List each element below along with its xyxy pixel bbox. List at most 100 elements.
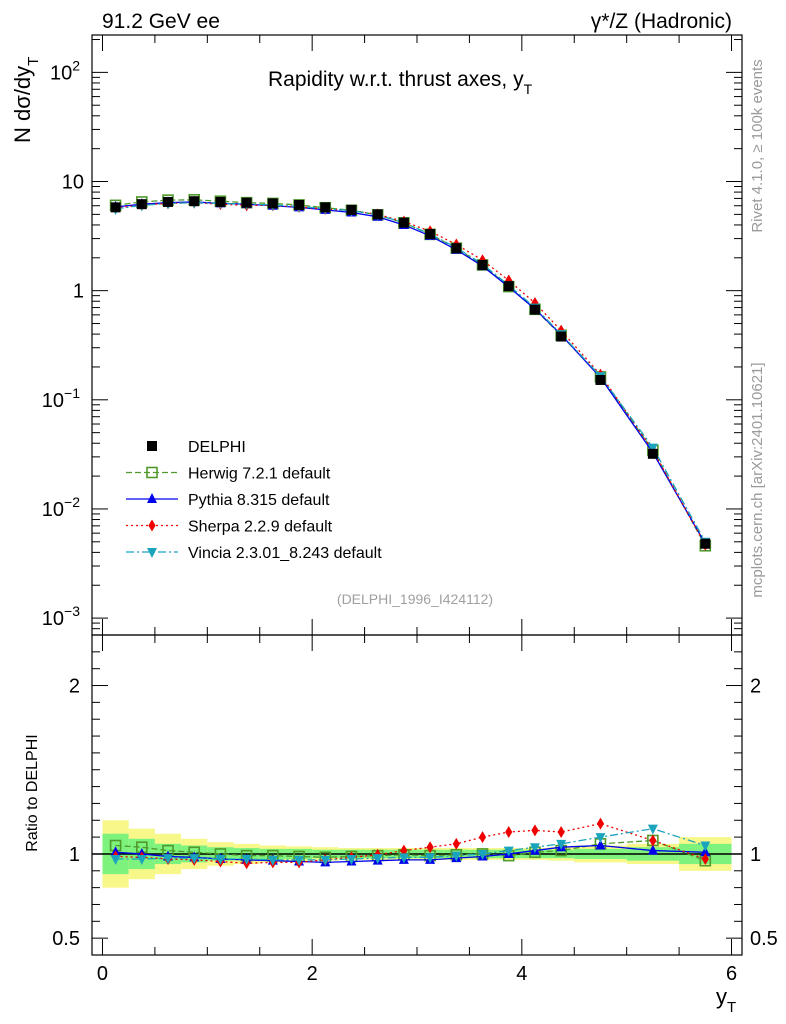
analysis-id-label: (DELPHI_1996_I424112) — [337, 591, 493, 607]
point-data — [215, 196, 226, 207]
x-tick-label: 6 — [726, 963, 737, 985]
y-axis-label-main-text: N dσ/dy — [10, 66, 35, 143]
ratio-point-vincia — [267, 855, 278, 866]
ratio-point-vincia — [529, 843, 540, 854]
y-tick-label-ratio-left: 0.5 — [52, 928, 80, 950]
point-data — [425, 229, 436, 240]
y-tick-label-base: 10 — [50, 62, 72, 84]
x-tick-label: 0 — [97, 963, 108, 985]
ratio-point-vincia — [556, 839, 567, 850]
ratio-point-vincia — [700, 841, 711, 852]
point-vincia — [647, 443, 658, 454]
ratio-point-vincia — [163, 854, 174, 865]
x-axis-label-text: y — [716, 984, 727, 1009]
ratio-point-vincia — [595, 833, 606, 844]
ratio-point-vincia — [503, 846, 514, 857]
y-tick-label-main: 10−1 — [42, 385, 80, 412]
y-tick-label-main: 10−2 — [42, 494, 80, 521]
y-tick-label-main: 102 — [50, 57, 80, 84]
ratio-point-sherpa — [649, 834, 657, 847]
y-tick-label-main: 10 — [62, 172, 84, 194]
point-data — [294, 199, 305, 210]
plot-title-main: Rapidity w.r.t. thrust axes, y — [268, 68, 524, 91]
mcplots-label: mcplots.cern.ch [arXiv:2401.10621] — [749, 362, 766, 597]
y-axis-label-main-sub: T — [25, 57, 42, 66]
legend-label-vincia: Vincia 2.3.01_8.243 default — [188, 545, 382, 562]
point-data — [189, 196, 200, 207]
ratio-point-vincia — [136, 855, 147, 865]
ratio-point-sherpa — [531, 824, 539, 837]
ratio-point-pythia — [647, 844, 658, 855]
legend-marker-sherpa — [148, 519, 156, 532]
point-data — [556, 331, 567, 342]
x-tick-label: 4 — [516, 963, 527, 985]
ratio-point-vincia — [346, 855, 357, 865]
ratio-point-pythia — [595, 839, 606, 850]
ratio-plot-series — [109, 817, 712, 870]
y-tick-label-main: 10−3 — [42, 603, 80, 630]
main-plot-series — [109, 193, 712, 552]
ratio-point-vincia — [320, 855, 331, 866]
ratio-point-vincia — [110, 855, 121, 865]
x-tick-label: 2 — [307, 963, 318, 985]
y-tick-label-base: 10 — [42, 608, 64, 630]
ratio-point-sherpa — [596, 817, 605, 830]
x-axis-label-sub: T — [727, 999, 736, 1016]
ratio-point-vincia — [451, 851, 462, 862]
y-tick-label-ratio-right: 0.5 — [750, 928, 778, 950]
legend-label-sherpa: Sherpa 2.2.9 default — [188, 519, 333, 536]
point-data — [477, 259, 488, 270]
ratio-point-vincia — [647, 824, 658, 835]
legend: DELPHI Herwig 7.2.1 default Pythia 8.315 d… — [126, 439, 382, 562]
ratio-plot-frame — [91, 634, 743, 956]
y-tick-label-ratio-left: 2 — [69, 676, 80, 698]
point-data — [372, 209, 383, 220]
rivet-version-label: Rivet 4.1.0, ≥ 100k events — [749, 59, 766, 232]
ratio-point-vincia — [477, 849, 488, 860]
point-data — [647, 448, 658, 459]
header-process-label: γ*/Z (Hadronic) — [591, 10, 732, 33]
point-data — [136, 199, 147, 210]
ratio-point-sherpa — [452, 837, 460, 850]
axis-ticks — [92, 35, 742, 955]
legend-label-pythia: Pythia 8.315 default — [188, 492, 330, 509]
y-tick-label-ratio-right: 2 — [750, 676, 761, 698]
ratio-point-sherpa — [426, 841, 434, 854]
point-data — [595, 374, 606, 385]
y-axis-label-main: N dσ/dyT — [10, 57, 42, 143]
y-tick-label-base: 10 — [62, 172, 84, 194]
y-tick-label-exp: 2 — [72, 57, 80, 73]
x-axis-label: yT — [716, 984, 736, 1016]
y-axis-label-ratio: Ratio to DELPHI — [24, 734, 41, 851]
point-data — [267, 198, 278, 209]
ratio-point-vincia — [398, 853, 409, 864]
point-data — [346, 204, 357, 215]
legend-marker-pythia — [147, 493, 157, 503]
ratio-point-sherpa — [478, 831, 487, 844]
point-data — [110, 202, 121, 213]
point-data — [529, 304, 540, 315]
plot-title-sub: T — [524, 81, 533, 97]
header-energy-label: 91.2 GeV ee — [102, 10, 220, 33]
legend-marker-data — [147, 441, 157, 451]
point-data — [320, 202, 331, 213]
legend-label-data: DELPHI — [188, 439, 246, 456]
y-tick-label-base: 10 — [42, 390, 64, 412]
ratio-point-vincia — [425, 853, 436, 864]
series-line-vincia — [115, 202, 706, 543]
point-data — [700, 538, 711, 549]
y-tick-label-exp: −1 — [64, 385, 80, 401]
ratio-point-vincia — [294, 855, 305, 866]
y-tick-label-ratio-right: 1 — [750, 844, 761, 866]
point-data — [163, 196, 174, 207]
y-tick-label-exp: −2 — [64, 494, 80, 510]
series-line-sherpa — [115, 202, 706, 546]
legend-marker-vincia — [147, 548, 157, 558]
ratio-point-vincia — [189, 854, 200, 865]
y-tick-label-base: 1 — [73, 281, 84, 303]
ratio-point-sherpa — [557, 826, 565, 839]
y-tick-label-base: 10 — [42, 499, 64, 521]
ratio-point-sherpa — [701, 853, 709, 865]
